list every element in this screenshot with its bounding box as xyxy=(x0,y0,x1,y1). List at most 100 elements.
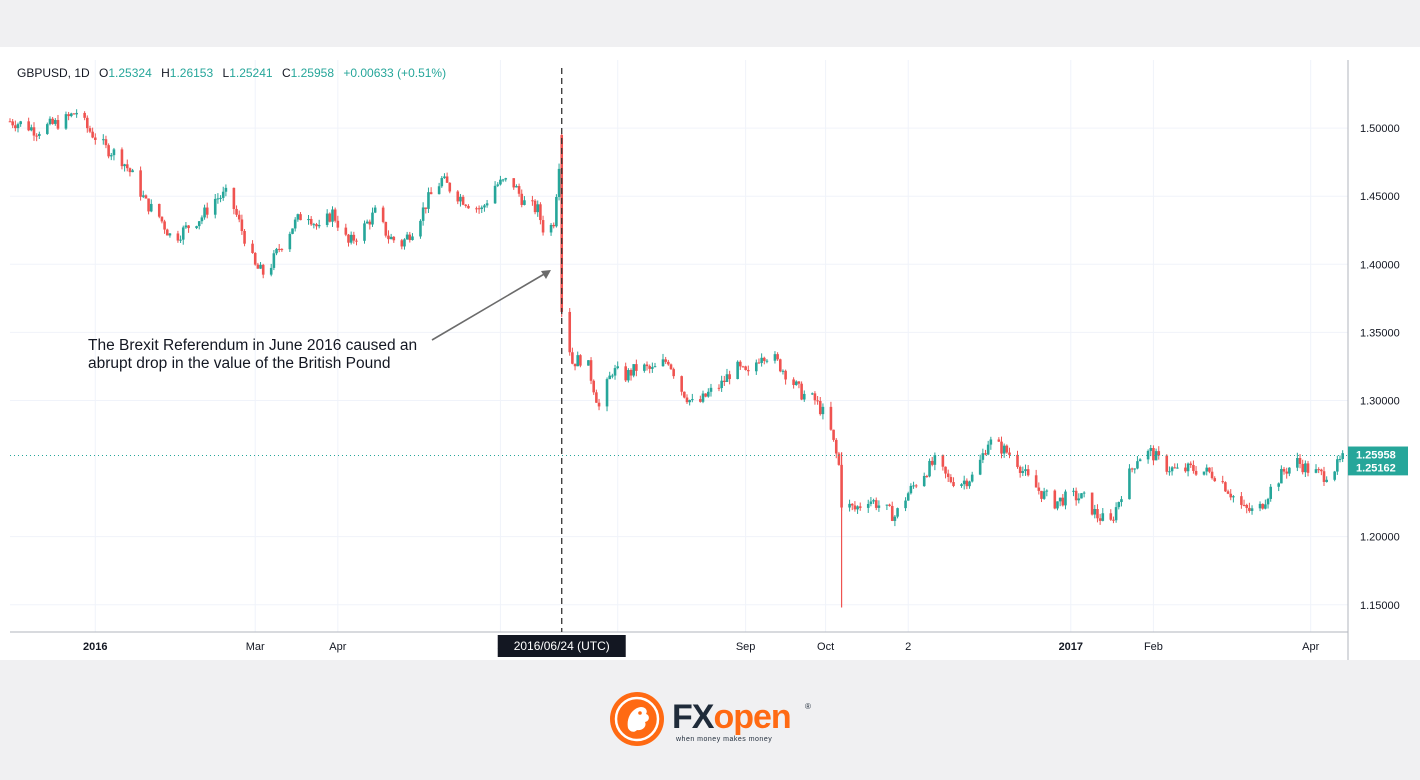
candle-up xyxy=(643,364,646,371)
candle-up xyxy=(906,493,910,501)
candle-down xyxy=(669,364,673,370)
candle-down xyxy=(552,224,556,227)
candle-up xyxy=(1064,491,1067,506)
candle-down xyxy=(592,380,596,393)
candle-up xyxy=(555,197,558,227)
candle-down xyxy=(1208,467,1211,472)
candle-down xyxy=(27,121,30,131)
candle-down xyxy=(704,393,707,397)
candle-up xyxy=(1045,490,1049,492)
candle-up xyxy=(1304,463,1307,473)
candle-down xyxy=(11,121,14,126)
candle-down xyxy=(125,164,129,169)
candle-up xyxy=(909,485,913,494)
candle-down xyxy=(1224,482,1227,492)
candle-up xyxy=(989,439,993,445)
candle-up xyxy=(112,149,116,156)
candle-up xyxy=(216,198,220,200)
candle-up xyxy=(549,224,553,233)
candle-down xyxy=(800,383,803,400)
candle-up xyxy=(651,367,654,369)
candle-down xyxy=(72,113,76,115)
candle-down xyxy=(1306,463,1310,473)
candle-up xyxy=(1120,499,1123,503)
candle-down xyxy=(240,219,244,232)
candle-down xyxy=(384,221,388,236)
candle-up xyxy=(168,233,172,236)
candle-up xyxy=(765,360,769,362)
candle-down xyxy=(475,208,478,210)
candle-down xyxy=(1192,464,1195,471)
candle-down xyxy=(1240,496,1243,505)
candle-up xyxy=(288,233,292,250)
y-tick-label: 1.40000 xyxy=(1360,259,1400,271)
close-value: 1.25958 xyxy=(290,66,334,80)
footer-band xyxy=(0,660,1420,780)
x-tick-label: 2 xyxy=(905,641,911,653)
candle-up xyxy=(275,248,278,254)
annotation-arrowhead xyxy=(541,270,551,279)
candle-down xyxy=(93,137,97,140)
candle-up xyxy=(184,225,188,228)
candle-down xyxy=(1000,441,1003,454)
candle-down xyxy=(834,439,838,454)
candle-down xyxy=(571,352,574,364)
candle-down xyxy=(723,380,726,383)
candle-up xyxy=(896,508,899,517)
candle-down xyxy=(237,214,241,220)
candle-down xyxy=(176,233,180,241)
candle-up xyxy=(493,185,497,204)
x-tick-label: 2017 xyxy=(1059,641,1083,653)
candle-down xyxy=(1245,504,1249,508)
candle-down xyxy=(1109,513,1113,520)
chart-panel[interactable] xyxy=(0,47,1420,660)
candle-down xyxy=(944,466,947,474)
candle-down xyxy=(280,249,284,251)
candle-down xyxy=(1096,509,1099,519)
candle-up xyxy=(725,374,729,383)
candle-up xyxy=(709,387,713,392)
candle-up xyxy=(1186,463,1190,472)
candle-down xyxy=(91,131,94,138)
candle-up xyxy=(1314,469,1318,473)
candle-down xyxy=(829,406,833,430)
candle-up xyxy=(608,375,612,380)
candle-down xyxy=(336,220,340,228)
change-value: +0.00633 (+0.51%) xyxy=(343,66,447,80)
candle-down xyxy=(1317,469,1320,471)
candle-up xyxy=(536,204,540,213)
x-tick-label: Mar xyxy=(246,641,265,653)
candle-down xyxy=(645,364,649,367)
candle-up xyxy=(1202,471,1206,475)
candle-down xyxy=(629,370,633,376)
candle-down xyxy=(83,112,86,118)
candle-down xyxy=(1098,518,1102,521)
candle-up xyxy=(291,228,294,234)
candle-up xyxy=(485,203,489,206)
candle-up xyxy=(1082,492,1086,494)
candle-down xyxy=(144,195,148,199)
candle-up xyxy=(224,187,228,192)
candle-up xyxy=(760,357,763,363)
candle-up xyxy=(877,505,881,508)
candle-down xyxy=(328,213,332,222)
candle-down xyxy=(1298,458,1302,464)
candle-up xyxy=(1341,453,1344,460)
candle-up xyxy=(30,127,33,131)
candle-down xyxy=(157,203,161,217)
candle-down xyxy=(858,506,862,508)
candle-up xyxy=(195,226,198,229)
candle-up xyxy=(1288,467,1291,474)
candle-down xyxy=(51,118,54,124)
candle-down xyxy=(408,234,412,241)
candle-down xyxy=(1037,487,1041,491)
candle-up xyxy=(981,453,985,460)
candle-down xyxy=(589,360,593,381)
candle-up xyxy=(269,267,273,275)
candle-up xyxy=(440,178,444,187)
candle-up xyxy=(131,170,134,173)
candle-up xyxy=(411,236,414,241)
candle-down xyxy=(667,361,670,365)
candle-up xyxy=(179,239,182,241)
